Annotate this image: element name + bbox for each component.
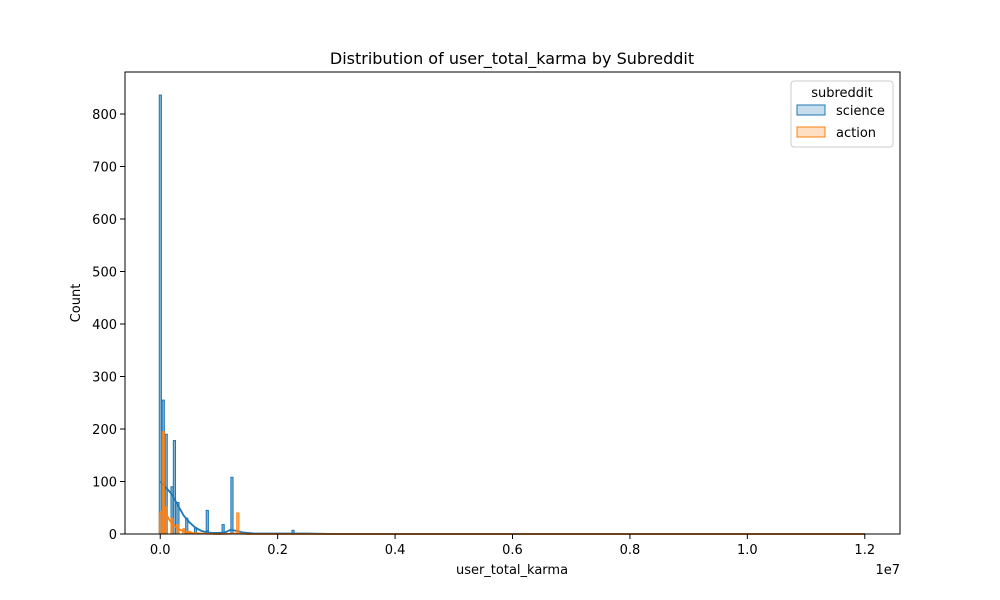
x-tick-label: 0.4	[385, 543, 406, 558]
legend: subreddit science action	[790, 80, 894, 148]
y-axis: 0 100 200 300 400 500 600 700 800	[92, 108, 125, 543]
y-tick-label: 200	[92, 423, 117, 438]
y-tick-label: 400	[92, 318, 117, 333]
legend-title: subreddit	[811, 86, 873, 101]
y-tick-label: 700	[92, 161, 117, 176]
x-axis: 0.0 0.2 0.4 0.6 0.8 1.0 1.2	[150, 534, 875, 558]
x-tick-label: 1.2	[854, 543, 875, 558]
x-tick-label: 0.6	[502, 543, 523, 558]
histogram-bar-action	[170, 517, 174, 535]
histogram-bar-science	[158, 94, 162, 535]
x-tick-label: 0.0	[150, 543, 171, 558]
histogram-bar-science	[205, 509, 209, 535]
legend-swatch-action	[796, 126, 826, 138]
x-axis-offset-label: 1e7	[875, 563, 900, 578]
x-axis-label: user_total_karma	[456, 563, 568, 578]
y-tick-label: 300	[92, 371, 117, 386]
histogram-bar-action	[161, 431, 165, 535]
x-tick-label: 0.2	[267, 543, 288, 558]
histogram-bar-action	[236, 512, 240, 535]
x-tick-label: 0.8	[620, 543, 641, 558]
plot-area	[158, 94, 865, 535]
legend-swatch-science	[796, 104, 826, 116]
series-action	[158, 431, 865, 535]
legend-label-action: action	[836, 126, 876, 141]
y-tick-label: 600	[92, 213, 117, 228]
chart-title: Distribution of user_total_karma by Subr…	[330, 49, 694, 69]
kde-line-science	[159, 480, 865, 535]
y-tick-label: 100	[92, 476, 117, 491]
axes-frame	[124, 71, 901, 535]
histogram-bar-action	[164, 506, 168, 535]
kde-line-action	[159, 509, 865, 535]
legend-box	[790, 80, 894, 148]
y-tick-label: 0	[109, 528, 117, 543]
histogram-bar-science	[230, 476, 234, 535]
x-tick-label: 1.0	[737, 543, 758, 558]
legend-label-science: science	[836, 104, 885, 119]
y-tick-label: 800	[92, 108, 117, 123]
y-tick-label: 500	[92, 266, 117, 281]
series-science	[158, 94, 865, 535]
histogram-bar-action	[158, 512, 162, 535]
y-axis-label: Count	[69, 284, 84, 323]
